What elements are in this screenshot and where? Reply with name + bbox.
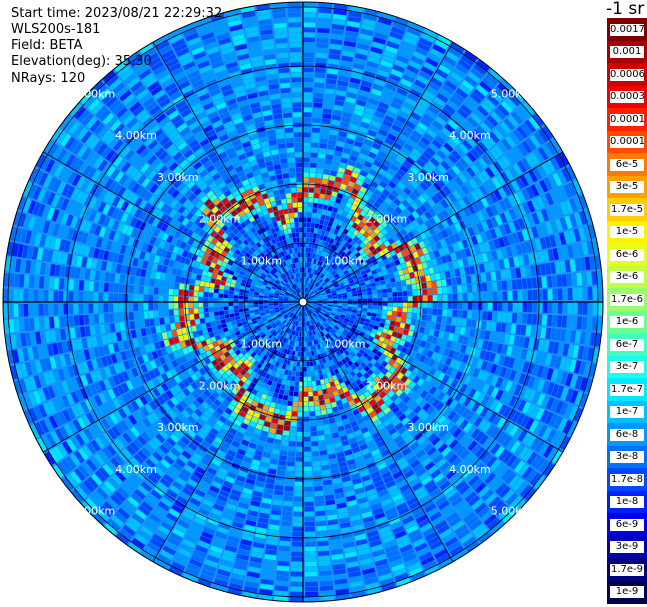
- range-ring-label: 5.00km: [74, 87, 116, 100]
- colorbar-tick-label: 3e-8: [610, 451, 644, 463]
- colorbar-tick-label: 6e-7: [610, 338, 644, 351]
- colorbar-tick-label: 0.0001: [610, 136, 645, 148]
- colorbar-band: 1.7e-9: [607, 558, 647, 581]
- colorbar-tick-label: 3e-7: [610, 361, 644, 373]
- field-label: Field: BETA: [11, 38, 83, 53]
- colorbar-band: 1.7e-5: [607, 198, 647, 221]
- colorbar-tick-label: 1e-7: [610, 406, 644, 418]
- colorbar-band: 3e-5: [607, 175, 647, 199]
- colorbar-band: 1e-7: [607, 400, 647, 424]
- range-ring-label: 2.00km: [199, 213, 241, 226]
- beta-field-cells: [3, 2, 603, 602]
- colorbar-unit-label: -1 sr: [606, 0, 645, 19]
- colorbar-band: 1.7e-8: [607, 468, 647, 491]
- colorbar-tick-label: 0.00017: [610, 113, 647, 126]
- colorbar-tick-label: 3e-6: [610, 271, 644, 283]
- colorbar-tick-label: 6e-6: [610, 248, 644, 261]
- range-rings-and-azimuth-lines: [2, 1, 604, 603]
- colorbar-band: 0.001: [607, 40, 647, 64]
- colorbar-band: 0.0003: [607, 85, 647, 109]
- colorbar-band: 1e-8: [607, 490, 647, 514]
- range-ring-label: 5.00km: [491, 505, 533, 518]
- colorbar-tick-label: 6e-5: [610, 158, 644, 171]
- colorbar-tick-label: 1e-8: [610, 496, 644, 508]
- colorbar-band: 0.0006: [607, 63, 647, 86]
- range-ring-label: 4.00km: [449, 463, 491, 476]
- colorbar-tick-label: 3e-9: [610, 541, 644, 553]
- colorbar-tick-label: 1.7e-7: [610, 383, 644, 396]
- range-ring-label: 2.00km: [199, 379, 241, 392]
- colorbar-band: 0.0001: [607, 130, 647, 154]
- range-ring-label: 4.00km: [449, 129, 491, 142]
- range-ring-label: 3.00km: [407, 421, 449, 434]
- colorbar-band: 6e-5: [607, 153, 647, 176]
- range-ring-label: 1.00km: [324, 338, 366, 351]
- colorbar-tick-label: 0.0006: [610, 68, 645, 81]
- colorbar-band: 1e-6: [607, 310, 647, 334]
- colorbar-band: 1.7e-6: [607, 288, 647, 311]
- colorbar-band: 3e-9: [607, 535, 647, 559]
- range-ring-label: 4.00km: [115, 129, 157, 142]
- colorbar-tick-label: 1.7e-8: [610, 473, 644, 486]
- colorbar-band: 1e-5: [607, 220, 647, 244]
- range-ring-label: 1.00km: [241, 254, 283, 267]
- colorbar-band: 6e-8: [607, 423, 647, 446]
- colorbar-tick-label: 1.7e-6: [610, 293, 644, 306]
- colorbar-tick-label: 0.0003: [610, 91, 645, 103]
- colorbar-band: 6e-6: [607, 243, 647, 266]
- colorbar-tick-label: 6e-9: [610, 518, 644, 531]
- radar-center-marker: [298, 297, 308, 307]
- range-ring-label: 1.00km: [324, 254, 366, 267]
- colorbar-band: 6e-7: [607, 333, 647, 356]
- colorbar-tick-label: 6e-8: [610, 428, 644, 441]
- colorbar-tick-label: 1e-6: [610, 316, 644, 328]
- range-ring-label: 3.00km: [157, 421, 199, 434]
- colorbar-tick-label: 1e-9: [610, 586, 644, 598]
- colorbar-tick-label: 0.001: [610, 46, 644, 58]
- colorbar-band: 6e-9: [607, 513, 647, 536]
- range-ring-label: 5.00km: [491, 87, 533, 100]
- range-ring-label: 1.00km: [241, 338, 283, 351]
- colorbar-band: 1.7e-7: [607, 378, 647, 401]
- elevation-label: Elevation(deg): 35.30: [11, 54, 152, 69]
- instrument-label: WLS200s-181: [11, 22, 101, 37]
- colorbar-band: 3e-7: [607, 355, 647, 379]
- start-time-label: Start time: 2023/08/21 22:29:32: [11, 6, 223, 21]
- colorbar-tick-label: 1.7e-5: [610, 203, 644, 216]
- colorbar-band: 1e-9: [607, 580, 647, 604]
- range-ring-label: 5.00km: [74, 505, 116, 518]
- nrays-label: NRays: 120: [11, 71, 86, 86]
- range-ring-labels: 1.00km 1.00km 1.00km 1.00km 2.00km 2.00km 2.00…: [74, 87, 533, 517]
- range-ring-label: 3.00km: [407, 171, 449, 184]
- range-ring-label: 2.00km: [366, 379, 408, 392]
- range-ring-label: 2.00km: [366, 213, 408, 226]
- range-ring-label: 3.00km: [157, 171, 199, 184]
- colorbar-band: 3e-8: [607, 445, 647, 469]
- colorbar-band: 0.0017: [607, 18, 647, 41]
- colorbar-tick-label: 1.7e-9: [610, 563, 644, 576]
- colorbar-tick-label: 1e-5: [610, 226, 644, 238]
- range-ring-label: 4.00km: [115, 463, 157, 476]
- colorbar-tick-label: 0.0017: [610, 23, 645, 36]
- colorbar-band: 3e-6: [607, 265, 647, 289]
- colorbar-tick-label: 3e-5: [610, 181, 644, 193]
- colorbar: 0.0017 0.001 0.0006 0.0003 0.00017 0.0001 6e-5…: [607, 18, 647, 604]
- colorbar-band: 0.00017: [607, 108, 647, 131]
